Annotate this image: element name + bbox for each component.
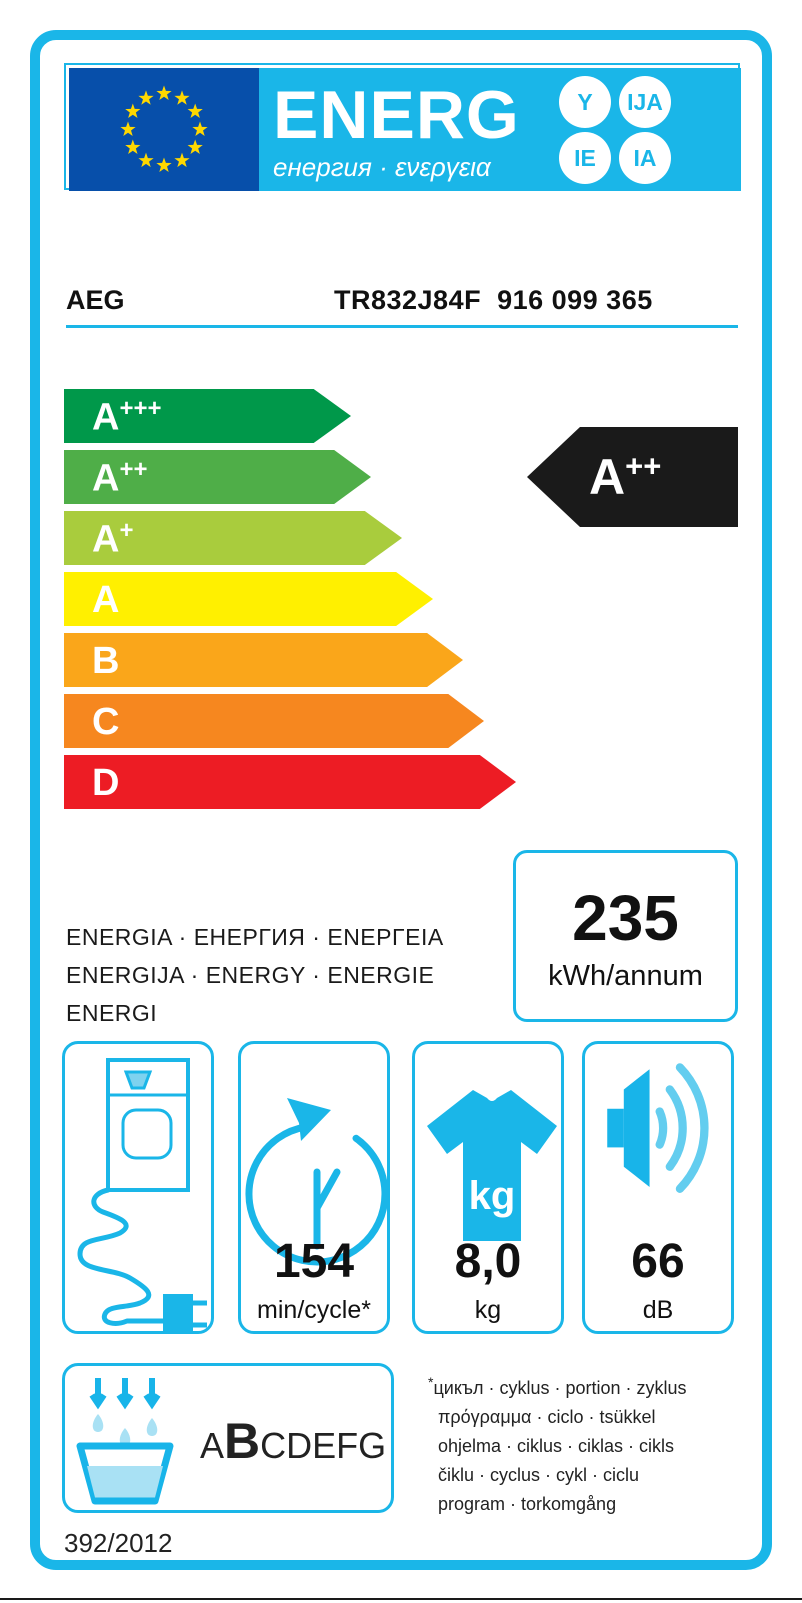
svg-text:kg: kg — [469, 1174, 516, 1218]
